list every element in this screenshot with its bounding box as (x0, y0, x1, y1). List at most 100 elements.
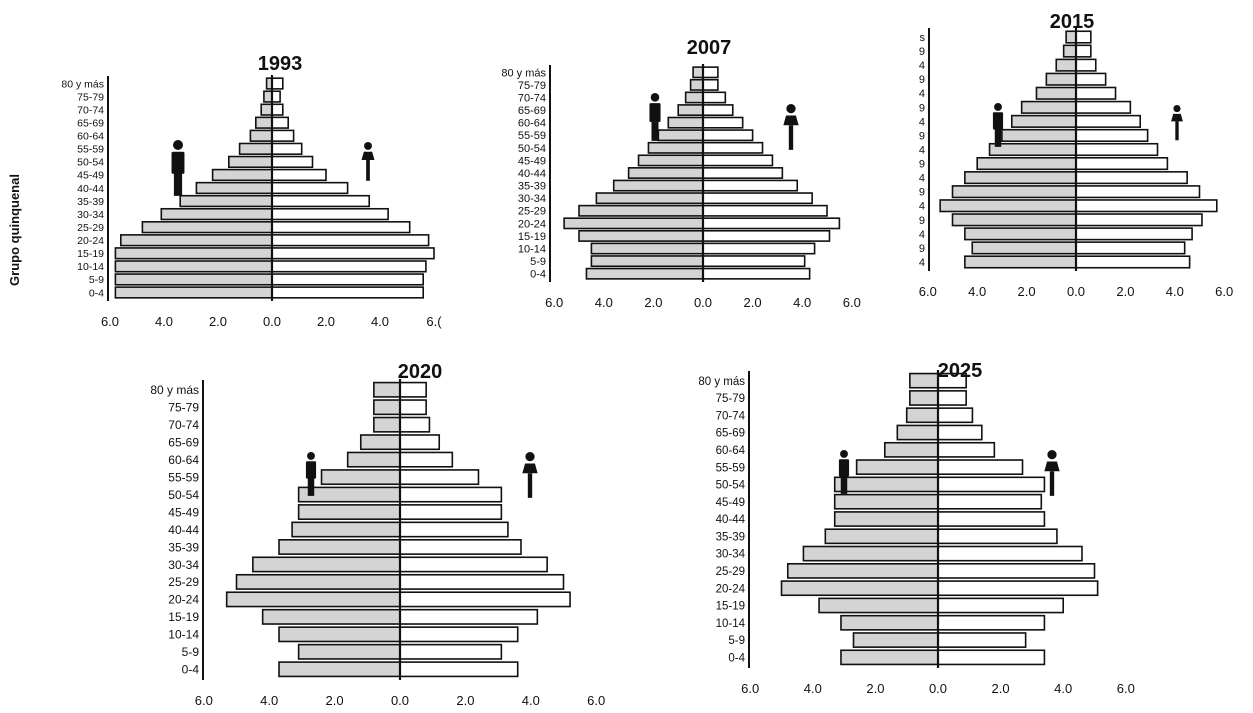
age-group-label: 55-59 (77, 144, 104, 156)
age-group-label: 4 (919, 60, 925, 72)
female-bar (1075, 86, 1117, 100)
male-bar (563, 217, 704, 230)
female-figure-icon-dress (1044, 461, 1060, 472)
male-bar (578, 229, 704, 242)
female-bar (702, 78, 719, 91)
female-figure-icon-head (364, 142, 372, 150)
age-group-label: 80 y más (698, 376, 745, 388)
female-bar (937, 597, 1064, 614)
female-figure-icon (783, 104, 799, 150)
female-bar (399, 661, 519, 678)
x-tick-label: 6.0 (1215, 284, 1233, 299)
male-bar (346, 451, 401, 468)
female-bar (399, 486, 503, 503)
age-group-label: 4 (919, 144, 925, 156)
male-bar (278, 539, 401, 555)
male-bar (689, 78, 704, 91)
female-bar (702, 179, 799, 192)
female-bar (399, 643, 503, 660)
x-tick-label: 2.0 (1018, 284, 1036, 299)
female-bar (1075, 241, 1186, 255)
age-group-label: 4 (919, 88, 925, 100)
female-bar (399, 451, 454, 468)
x-tick-label: 6.0 (195, 693, 213, 708)
x-tick-label: 0.0 (1067, 284, 1085, 299)
female-bar (399, 521, 509, 538)
age-group-label: 9 (919, 243, 925, 255)
age-group-label: 35-39 (716, 531, 745, 543)
male-bar (612, 179, 704, 192)
female-bar (937, 476, 1046, 493)
male-bar (939, 199, 1077, 213)
female-bar (702, 192, 813, 205)
female-bar (271, 142, 303, 155)
female-figure-icon-dress (1171, 113, 1183, 122)
age-group-label: 10-14 (77, 261, 104, 273)
female-bar (702, 154, 774, 167)
x-tick-label: 6.0 (587, 693, 605, 708)
x-tick-label: 4.0 (968, 284, 986, 299)
male-bar (114, 286, 273, 299)
male-bar (964, 171, 1077, 185)
male-bar (252, 556, 401, 573)
male-bar (297, 643, 401, 660)
age-group-label: 15-19 (168, 610, 199, 624)
male-bar (590, 255, 704, 268)
age-group-label: 9 (919, 74, 925, 86)
male-figure-icon-legs (840, 475, 848, 494)
age-group-label: 65-69 (168, 435, 199, 449)
female-bar (271, 168, 327, 182)
male-bar (359, 434, 401, 451)
age-group-label: 60-64 (77, 131, 104, 143)
male-bar (578, 204, 704, 217)
female-bar (1075, 227, 1193, 241)
female-bar (702, 104, 734, 117)
x-tick-label: 4.0 (804, 681, 822, 696)
female-bar (271, 90, 281, 103)
female-bar (271, 116, 290, 129)
male-bar (833, 476, 939, 493)
male-bar (278, 661, 401, 678)
x-tick-label: 2.0 (866, 681, 884, 696)
male-bar (964, 255, 1077, 269)
male-bar (824, 528, 939, 545)
female-bar (702, 66, 719, 79)
x-tick-label: 4.0 (155, 314, 173, 329)
female-bar (1075, 100, 1132, 114)
age-group-label: 50-54 (168, 488, 199, 502)
age-group-label: 45-49 (716, 497, 745, 509)
male-bar (120, 234, 273, 247)
age-group-label: 30-34 (77, 209, 104, 221)
age-group-label: 9 (919, 46, 925, 58)
male-figure-icon-head (650, 93, 660, 102)
female-figure-icon-head (1047, 450, 1057, 460)
male-bar (114, 260, 273, 273)
male-bar (840, 649, 939, 666)
female-bar (937, 424, 983, 441)
age-group-label: 30-34 (716, 549, 746, 561)
age-group-label: 5-9 (530, 256, 546, 268)
female-bar (702, 91, 727, 104)
age-group-label: 45-49 (168, 505, 199, 519)
male-bar (320, 469, 401, 486)
female-bar (399, 416, 431, 433)
female-bar (271, 273, 424, 286)
x-tick-label: 6.0 (919, 284, 937, 299)
age-group-label: 50-54 (716, 480, 746, 492)
age-group-label: 50-54 (77, 157, 104, 169)
male-bar (786, 562, 939, 579)
age-group-label: 60-64 (716, 445, 746, 457)
male-bar (235, 573, 401, 590)
male-bar (373, 399, 401, 416)
x-tick-label: 4.0 (793, 295, 811, 310)
female-bar (1075, 199, 1218, 213)
female-bar (937, 632, 1027, 648)
x-tick-label: 2.0 (1116, 284, 1134, 299)
female-bar (1075, 213, 1203, 227)
age-group-label: 25-29 (168, 575, 199, 589)
female-figure-icon-legs (366, 160, 370, 181)
age-group-label: 0-4 (89, 287, 104, 299)
male-bar (238, 142, 273, 155)
female-bar (399, 539, 522, 555)
male-figure-icon-legs (651, 120, 659, 141)
